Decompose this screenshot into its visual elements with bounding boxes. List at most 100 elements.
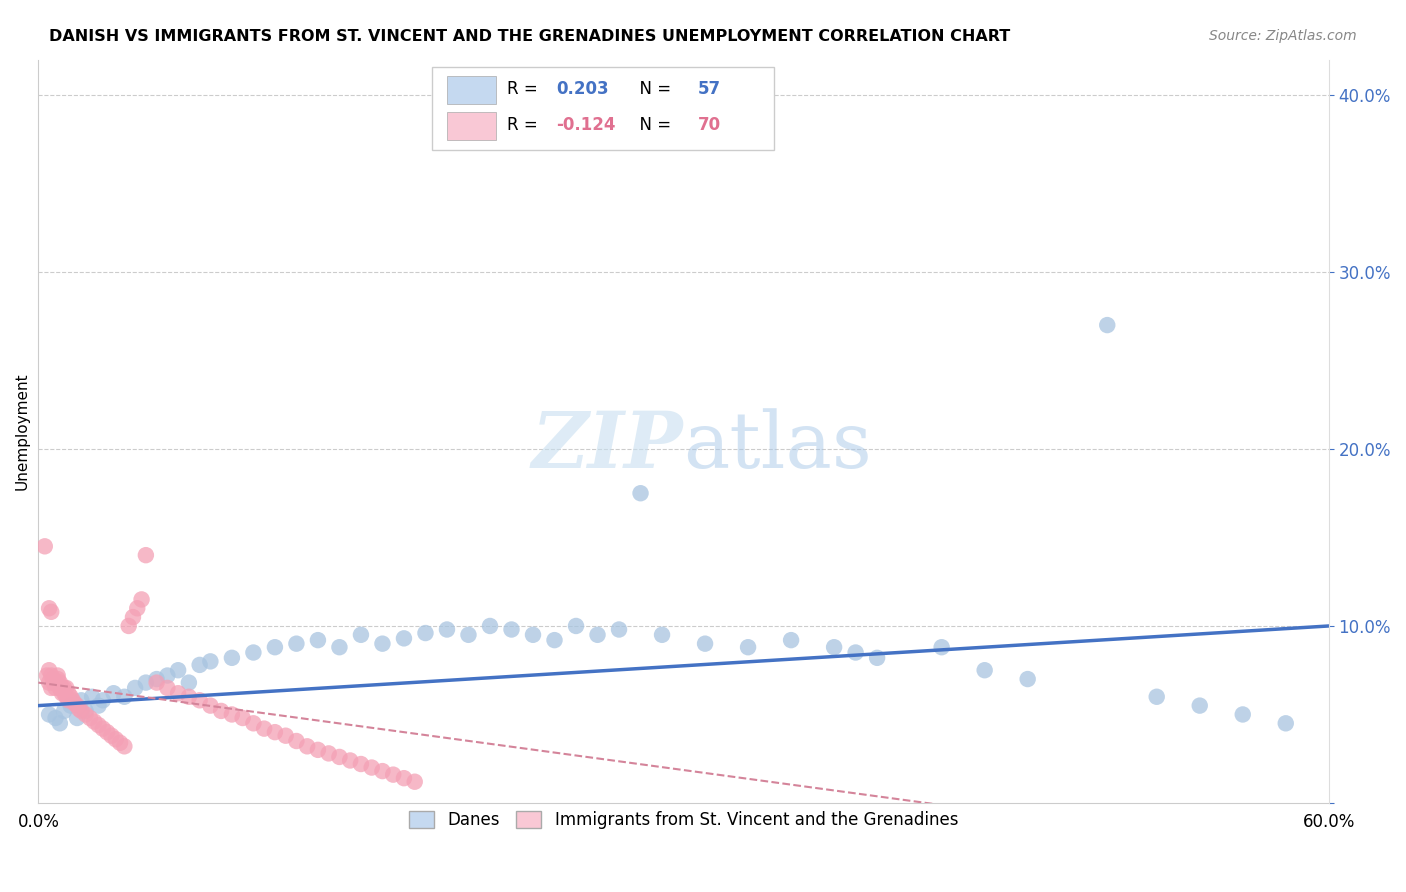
Point	[122, 610, 145, 624]
Point	[522, 628, 544, 642]
Point	[188, 657, 211, 672]
Point	[167, 686, 190, 700]
Point	[45, 681, 67, 695]
Point	[607, 623, 630, 637]
Point	[371, 764, 394, 778]
Point	[221, 650, 243, 665]
FancyBboxPatch shape	[432, 67, 773, 150]
Point	[51, 686, 73, 700]
Point	[62, 693, 84, 707]
Point	[264, 640, 287, 655]
Point	[188, 693, 211, 707]
Text: -0.124: -0.124	[555, 116, 616, 134]
Point	[307, 633, 329, 648]
Point	[404, 774, 426, 789]
Point	[53, 704, 76, 718]
Point	[49, 675, 72, 690]
Point	[382, 767, 405, 781]
Point	[39, 681, 62, 695]
FancyBboxPatch shape	[447, 112, 496, 140]
Point	[1146, 690, 1168, 704]
Point	[392, 632, 415, 646]
Point	[264, 725, 287, 739]
Point	[221, 707, 243, 722]
Point	[242, 646, 264, 660]
Point	[177, 690, 200, 704]
Point	[328, 640, 350, 655]
Point	[39, 668, 62, 682]
Point	[478, 619, 501, 633]
Text: N =: N =	[630, 116, 676, 134]
Text: R =: R =	[506, 80, 543, 98]
Point	[59, 690, 82, 704]
Point	[200, 698, 222, 713]
Point	[651, 628, 673, 642]
Point	[156, 681, 179, 695]
Point	[112, 739, 135, 754]
Text: Source: ZipAtlas.com: Source: ZipAtlas.com	[1209, 29, 1357, 43]
Point	[67, 702, 90, 716]
Point	[66, 698, 89, 713]
Point	[58, 686, 80, 700]
Point	[1232, 707, 1254, 722]
Point	[104, 732, 127, 747]
Point	[1274, 716, 1296, 731]
Point	[339, 754, 361, 768]
Point	[1017, 672, 1039, 686]
Point	[53, 686, 76, 700]
FancyBboxPatch shape	[447, 76, 496, 104]
Point	[931, 640, 953, 655]
Point	[39, 605, 62, 619]
Point	[42, 675, 65, 690]
Point	[38, 707, 60, 722]
Legend: Danes, Immigrants from St. Vincent and the Grenadines: Danes, Immigrants from St. Vincent and t…	[402, 804, 965, 836]
Point	[636, 123, 658, 137]
Text: N =: N =	[630, 80, 676, 98]
Point	[58, 693, 80, 707]
Point	[780, 633, 803, 648]
Point	[53, 681, 76, 695]
Point	[70, 704, 93, 718]
Point	[82, 690, 104, 704]
Point	[55, 681, 77, 695]
Point	[823, 640, 845, 655]
Point	[38, 675, 60, 690]
Point	[145, 672, 167, 686]
Point	[866, 650, 889, 665]
Point	[42, 672, 65, 686]
Point	[59, 698, 82, 713]
Point	[49, 716, 72, 731]
Point	[103, 686, 125, 700]
Point	[46, 672, 69, 686]
Point	[167, 663, 190, 677]
Point	[63, 697, 86, 711]
Point	[87, 718, 110, 732]
Point	[693, 637, 716, 651]
Point	[501, 623, 523, 637]
Point	[565, 619, 588, 633]
Point	[79, 711, 101, 725]
Point	[108, 736, 131, 750]
Point	[46, 668, 69, 682]
Point	[127, 601, 149, 615]
Point	[436, 623, 458, 637]
Point	[66, 711, 89, 725]
Point	[124, 681, 146, 695]
Point	[38, 601, 60, 615]
Point	[70, 693, 93, 707]
Point	[415, 626, 437, 640]
Point	[285, 734, 308, 748]
Point	[38, 663, 60, 677]
Point	[55, 690, 77, 704]
Point	[100, 729, 122, 743]
Point	[630, 486, 652, 500]
Point	[75, 707, 97, 722]
Text: atlas: atlas	[683, 409, 872, 484]
Point	[135, 548, 157, 562]
Point	[83, 714, 105, 729]
Point	[1097, 318, 1119, 332]
Point	[328, 750, 350, 764]
Text: ZIP: ZIP	[531, 408, 683, 484]
Point	[543, 633, 565, 648]
Point	[242, 716, 264, 731]
